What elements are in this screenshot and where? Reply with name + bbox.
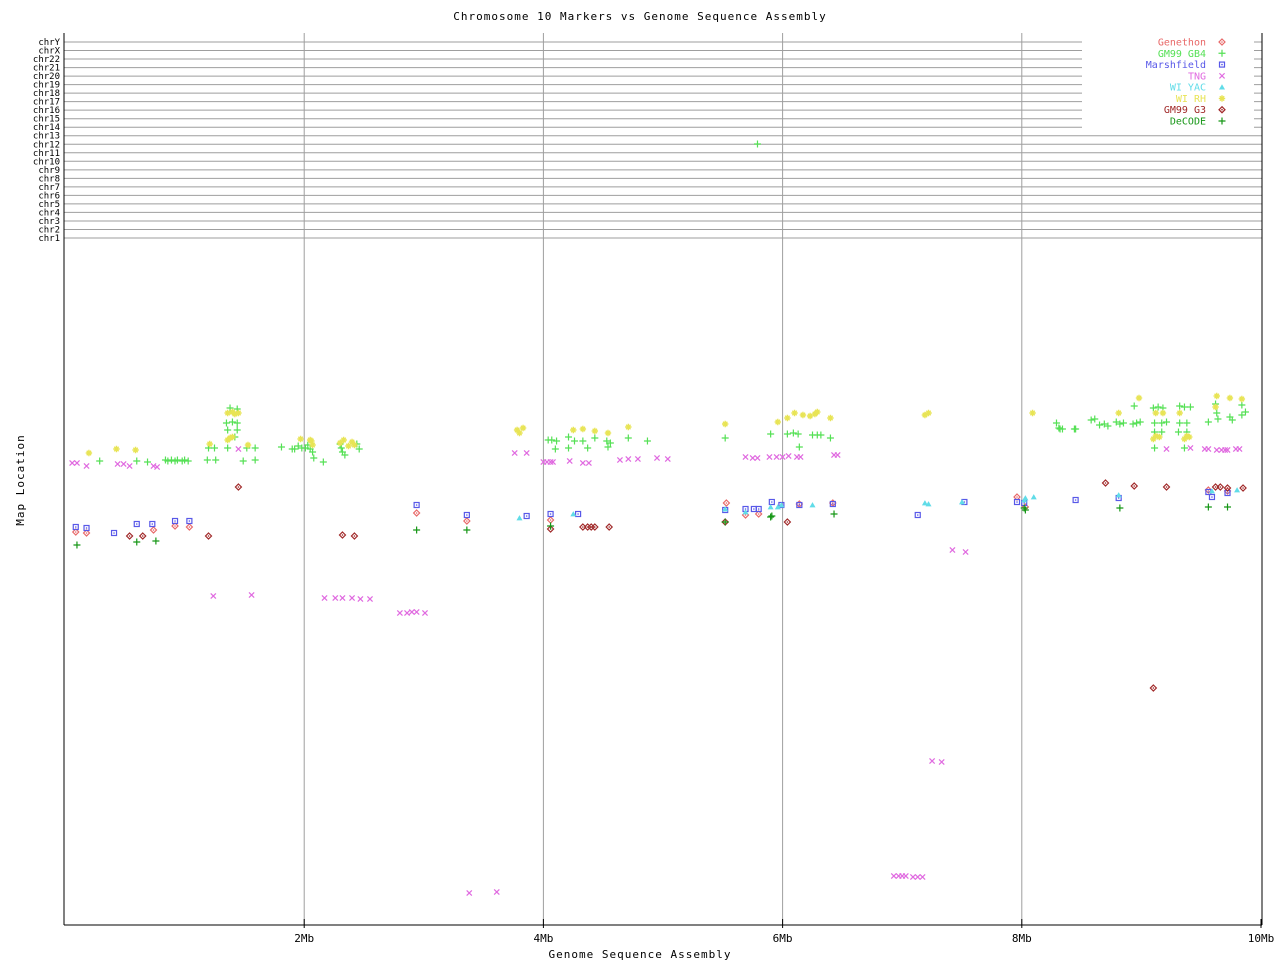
legend-item-decode: DeCODE <box>1170 117 1226 128</box>
x-tick-label: 4Mb <box>533 932 553 945</box>
legend-label: WI YAC <box>1170 83 1206 94</box>
series-tng <box>69 444 1243 897</box>
y-tick-label: chr19 <box>33 81 60 91</box>
legend-label: GM99 G3 <box>1164 105 1206 116</box>
legend-label: Marshfield <box>1146 60 1206 71</box>
y-tick-label: chr3 <box>38 217 60 227</box>
y-tick-label: chr10 <box>33 157 60 167</box>
y-tick-label: chr13 <box>33 132 60 142</box>
x-axis-ticks: 2Mb 4Mb 6Mb 8Mb 10Mb <box>294 919 1274 945</box>
y-tick-label: chr17 <box>33 98 60 108</box>
y-tick-label: chr5 <box>38 200 60 210</box>
y-tick-label: chr12 <box>33 140 60 150</box>
legend-item-wi-rh: WI RH <box>1176 94 1226 105</box>
y-tick-label: chr18 <box>33 89 60 99</box>
y-tick-label: chr21 <box>33 64 60 74</box>
x-tick-label: 8Mb <box>1012 932 1032 945</box>
gridlines <box>64 33 1262 925</box>
y-tick-label: chr15 <box>33 115 60 125</box>
y-tick-label: chr8 <box>38 174 60 184</box>
y-tick-label: chr6 <box>38 191 60 201</box>
legend-label: Genethon <box>1158 38 1206 49</box>
x-tick-label: 10Mb <box>1248 932 1275 945</box>
y-tick-label: chr11 <box>33 149 60 159</box>
legend-item-gm99-gb4: GM99 GB4 <box>1158 49 1226 60</box>
legend-label: WI RH <box>1176 94 1206 105</box>
legend-item-wi-yac: WI YAC <box>1170 83 1225 94</box>
legend-item-marshfield: Marshfield <box>1146 60 1226 71</box>
x-tick-label: 6Mb <box>773 932 793 945</box>
y-tick-label: chr4 <box>38 208 60 218</box>
series-wi-yac <box>516 487 1241 521</box>
legend-item-genethon: Genethon <box>1158 38 1226 49</box>
legend-label: GM99 GB4 <box>1158 49 1206 60</box>
legend-label: TNG <box>1188 71 1206 82</box>
axes <box>63 33 1263 926</box>
y-tick-label: chr9 <box>38 166 60 176</box>
y-tick-label: chr14 <box>33 123 60 133</box>
series-gm99-g3 <box>125 479 1247 692</box>
series-marshfield <box>72 488 1231 537</box>
series-decode <box>73 503 1232 549</box>
y-tick-label: chrX <box>38 47 60 57</box>
y-tick-label: chr16 <box>33 106 60 116</box>
legend-item-tng: TNG <box>1188 71 1226 82</box>
y-tick-label: chr22 <box>33 55 60 65</box>
series-genethon <box>71 486 1232 537</box>
y-tick-label: chr20 <box>33 72 60 82</box>
y-tick-label: chr1 <box>38 234 60 244</box>
legend-label: DeCODE <box>1170 117 1206 128</box>
y-tick-label: chr2 <box>38 225 60 235</box>
series-wi-rh <box>85 392 1246 457</box>
series-gm99-gb4 <box>96 140 1249 466</box>
x-axis-label: Genome Sequence Assembly <box>548 948 732 961</box>
y-axis-ticks: chrYchrXchr22chr21chr20chr19chr18chr17ch… <box>33 38 61 244</box>
y-tick-label: chrY <box>38 38 60 48</box>
x-tick-label: 2Mb <box>294 932 314 945</box>
legend-item-gm99-g3: GM99 G3 <box>1164 105 1226 116</box>
chart-title: Chromosome 10 Markers vs Genome Sequence… <box>453 10 827 23</box>
y-tick-label: chr7 <box>38 183 60 193</box>
